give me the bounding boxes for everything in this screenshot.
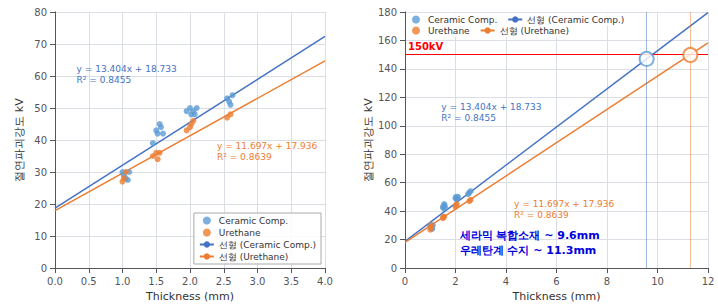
svg-text:60: 60 (34, 71, 47, 82)
svg-text:R² = 0.8455: R² = 0.8455 (441, 113, 496, 123)
svg-text:2: 2 (452, 276, 458, 287)
svg-text:2.0: 2.0 (182, 276, 198, 287)
svg-text:y = 11.697x + 17.936: y = 11.697x + 17.936 (514, 199, 614, 209)
svg-text:20: 20 (384, 234, 397, 245)
svg-text:Ceramic Comp.: Ceramic Comp. (428, 15, 497, 25)
svg-text:50: 50 (34, 103, 47, 114)
svg-text:선형 (Urethane): 선형 (Urethane) (500, 26, 570, 36)
svg-text:Thickness (mm): Thickness (mm) (145, 290, 234, 303)
svg-text:3.5: 3.5 (283, 276, 299, 287)
svg-text:y = 13.404x + 18.733: y = 13.404x + 18.733 (441, 102, 541, 112)
svg-text:절연파괴강도 kV: 절연파괴강도 kV (13, 98, 26, 182)
svg-text:세라믹 복합소재 ~ 9.6mm: 세라믹 복합소재 ~ 9.6mm (459, 229, 600, 242)
svg-text:1.0: 1.0 (115, 276, 131, 287)
svg-text:0.5: 0.5 (81, 276, 97, 287)
svg-text:선형 (Ceramic Comp.): 선형 (Ceramic Comp.) (527, 15, 624, 25)
svg-text:180: 180 (378, 7, 397, 18)
svg-text:R² = 0.8455: R² = 0.8455 (77, 75, 132, 85)
svg-text:0: 0 (391, 263, 397, 274)
svg-text:10: 10 (651, 276, 664, 287)
svg-text:R² = 0.8639: R² = 0.8639 (217, 152, 272, 162)
svg-text:0: 0 (41, 263, 47, 274)
svg-text:Urethane: Urethane (428, 26, 470, 36)
svg-text:y = 13.404x + 18.733: y = 13.404x + 18.733 (77, 64, 177, 74)
svg-text:60: 60 (384, 177, 397, 188)
svg-text:120: 120 (378, 92, 397, 103)
svg-text:4.0: 4.0 (317, 276, 333, 287)
svg-text:선형 (Urethane): 선형 (Urethane) (219, 252, 289, 262)
svg-text:Urethane: Urethane (219, 228, 261, 238)
svg-text:140: 140 (378, 63, 397, 74)
svg-text:y = 11.697x + 17.936: y = 11.697x + 17.936 (217, 141, 317, 151)
svg-text:80: 80 (384, 149, 397, 160)
svg-text:4: 4 (503, 276, 509, 287)
svg-text:150kV: 150kV (408, 41, 444, 52)
svg-text:Ceramic Comp.: Ceramic Comp. (219, 216, 288, 226)
svg-text:40: 40 (384, 206, 397, 217)
svg-text:8: 8 (604, 276, 610, 287)
svg-text:Thickness (mm): Thickness (mm) (512, 290, 601, 303)
svg-text:30: 30 (34, 167, 47, 178)
svg-text:1.5: 1.5 (148, 276, 164, 287)
svg-text:70: 70 (34, 39, 47, 50)
svg-text:0: 0 (402, 276, 408, 287)
svg-text:20: 20 (34, 199, 47, 210)
svg-text:3.0: 3.0 (250, 276, 266, 287)
svg-text:0.0: 0.0 (47, 276, 63, 287)
svg-text:160: 160 (378, 35, 397, 46)
svg-text:6: 6 (553, 276, 559, 287)
svg-text:R² = 0.8639: R² = 0.8639 (514, 210, 569, 220)
svg-text:선형 (Ceramic Comp.): 선형 (Ceramic Comp.) (219, 240, 316, 250)
svg-text:절연파괴강도 kV: 절연파괴강도 kV (362, 98, 375, 182)
svg-text:우레탄계 수지 ~ 11.3mm: 우레탄계 수지 ~ 11.3mm (460, 244, 597, 257)
svg-text:12: 12 (702, 276, 715, 287)
svg-text:40: 40 (34, 135, 47, 146)
svg-text:100: 100 (378, 120, 397, 131)
svg-text:10: 10 (34, 231, 47, 242)
svg-text:80: 80 (34, 7, 47, 18)
svg-text:2.5: 2.5 (216, 276, 232, 287)
